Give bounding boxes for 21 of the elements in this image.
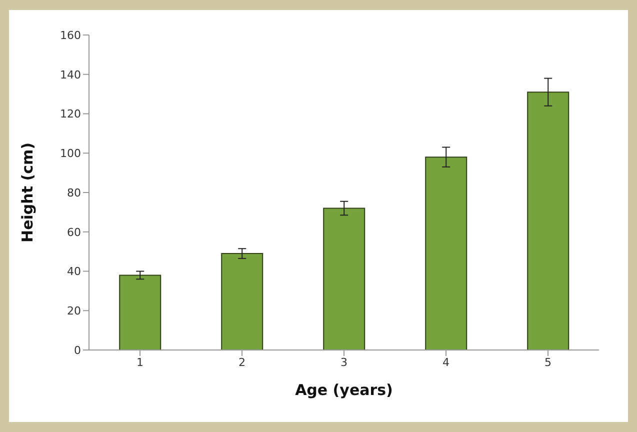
x-tick-label: 2: [238, 356, 246, 369]
x-axis-title: Age (years): [295, 381, 393, 399]
y-tick-label: 60: [67, 226, 81, 239]
x-tick-label: 4: [442, 356, 450, 369]
y-tick-label: 0: [74, 344, 81, 357]
x-tick-label: 1: [136, 356, 144, 369]
bar: [323, 208, 366, 350]
y-tick-label: 160: [60, 28, 81, 42]
bar: [119, 274, 162, 350]
y-tick-label: 120: [60, 108, 81, 121]
x-tick-label: 3: [340, 356, 348, 369]
y-tick-label: 20: [67, 304, 81, 318]
y-axis-title: Height (cm): [18, 142, 36, 242]
y-tick-label: 140: [60, 68, 81, 82]
y-tick-label: 80: [67, 186, 81, 200]
y-tick-label: 100: [60, 147, 81, 160]
bar: [425, 156, 468, 350]
y-tick-label: 40: [67, 265, 81, 278]
x-tick-label: 5: [544, 356, 552, 369]
bar: [527, 92, 570, 350]
bar: [221, 253, 264, 350]
